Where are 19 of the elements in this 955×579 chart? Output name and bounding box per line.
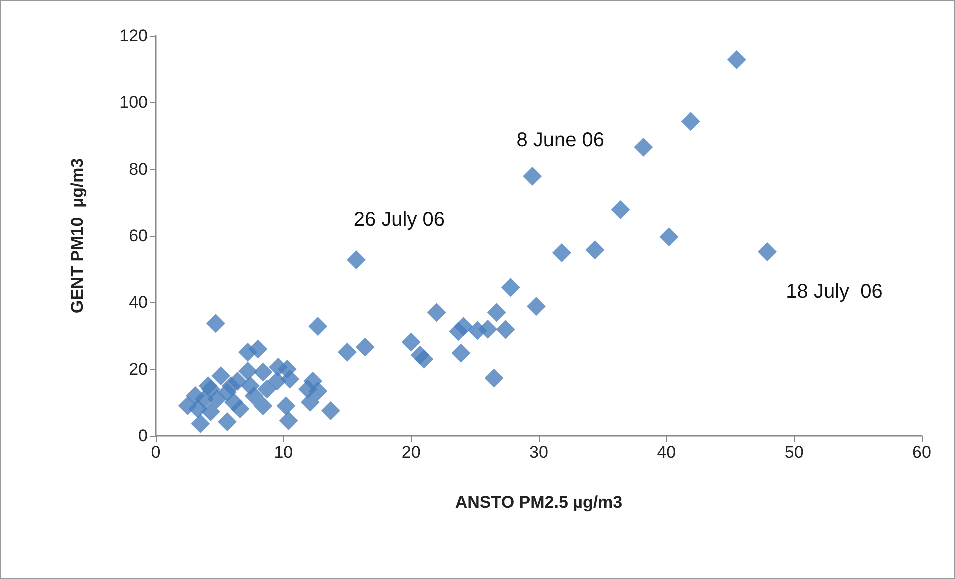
y-tick-label: 40 bbox=[129, 293, 148, 312]
x-tick-label: 20 bbox=[402, 443, 421, 462]
annotation: 26 July 06 bbox=[354, 209, 446, 231]
x-tick-label: 40 bbox=[657, 443, 676, 462]
x-tick-label: 60 bbox=[912, 443, 932, 462]
y-tick-label: 100 bbox=[120, 93, 148, 112]
x-tick-label: 0 bbox=[151, 443, 161, 462]
x-tick-label: 50 bbox=[784, 443, 804, 462]
y-tick-label: 80 bbox=[129, 160, 148, 179]
y-axis-title: GENT PM10 µg/m3 bbox=[68, 158, 87, 314]
annotation: 18 July 06 bbox=[786, 281, 883, 303]
y-tick-label: 0 bbox=[138, 426, 148, 446]
annotation: 8 June 06 bbox=[516, 129, 605, 152]
y-tick-label: 60 bbox=[129, 226, 148, 246]
x-axis-title: ANSTO PM2.5 µg/m3 bbox=[455, 493, 623, 512]
y-tick-label: 120 bbox=[120, 26, 148, 46]
y-tick-label: 20 bbox=[129, 360, 148, 379]
x-tick-label: 30 bbox=[530, 443, 548, 462]
x-tick-label: 10 bbox=[274, 443, 294, 462]
